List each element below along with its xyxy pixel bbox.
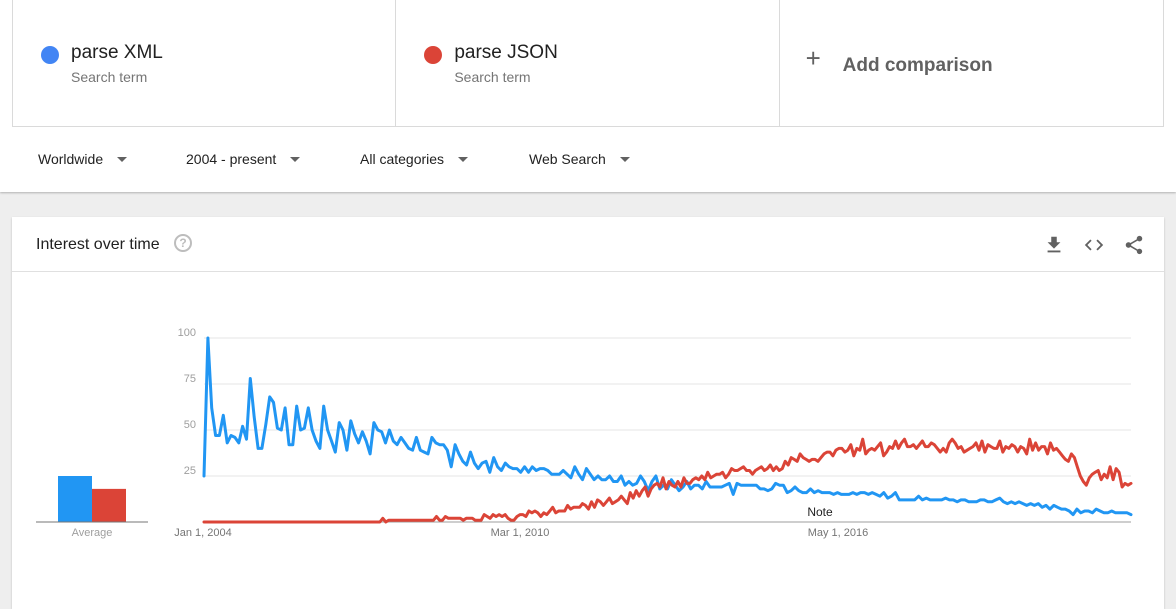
y-tick-label: 25 [184, 465, 196, 477]
y-axis-labels: 25 50 75 100 [178, 327, 196, 477]
search-term-1[interactable]: parse XML Search term [13, 0, 397, 126]
average-bar [92, 488, 126, 522]
x-axis-labels: Jan 1, 2004 Mar 1, 2010 May 1, 2016 [174, 527, 868, 539]
caret-down-icon [458, 156, 469, 162]
y-tick-label: 100 [178, 327, 196, 339]
caret-down-icon [290, 156, 301, 162]
search-term-type: Search term [71, 69, 148, 85]
x-tick-label: May 1, 2016 [808, 527, 869, 539]
filter-bar: Worldwide 2004 - present All categories … [0, 127, 1176, 192]
region-filter-label: Worldwide [38, 151, 104, 167]
region-filter[interactable]: Worldwide [38, 151, 128, 167]
embed-icon[interactable] [1083, 234, 1105, 256]
caret-down-icon [117, 156, 128, 162]
time-range-label: 2004 - present [186, 151, 277, 167]
search-term-2[interactable]: parse JSON Search term [396, 0, 780, 126]
chart-series-lines [202, 336, 1133, 524]
y-tick-label: 50 [184, 419, 196, 431]
interest-over-time-chart: 25 50 75 100 Jan 1, 2004 Mar 1, 2010 May 1, 2… [36, 327, 1133, 539]
search-type-label: Web Search [529, 151, 606, 167]
card-header: Interest over time ? [12, 217, 1164, 272]
add-comparison-button[interactable]: + Add comparison [780, 0, 1163, 126]
interest-over-time-card: Interest over time ? 25 50 75 100 Jan 1, 20… [12, 217, 1164, 609]
y-tick-label: 75 [184, 373, 196, 385]
average-bar [58, 476, 92, 522]
card-title: Interest over time [36, 236, 160, 253]
category-filter[interactable]: All categories [360, 151, 469, 167]
note-label: Note [807, 505, 833, 519]
download-icon[interactable] [1043, 234, 1065, 256]
add-comparison-label[interactable]: Add comparison [842, 55, 993, 76]
plus-icon: + [805, 43, 821, 73]
series-line-parse-json [202, 437, 1133, 524]
caret-down-icon [619, 156, 630, 162]
chart-gridlines [204, 337, 1131, 523]
average-bars: Average [36, 476, 148, 539]
search-term-name[interactable]: parse XML [71, 42, 163, 63]
category-label: All categories [360, 151, 445, 167]
search-term-name[interactable]: parse JSON [454, 42, 558, 63]
share-icon[interactable] [1123, 234, 1145, 256]
time-range-filter[interactable]: 2004 - present [186, 151, 301, 167]
note-marker[interactable]: Note [807, 505, 833, 519]
series-color-dot [41, 46, 59, 64]
x-tick-label: Mar 1, 2010 [491, 527, 550, 539]
comparison-header: parse XML Search term parse JSON Search … [0, 0, 1176, 192]
average-label: Average [72, 527, 113, 539]
search-term-type: Search term [454, 69, 531, 85]
search-type-filter[interactable]: Web Search [529, 151, 630, 167]
help-icon[interactable]: ? [174, 234, 192, 252]
x-tick-label: Jan 1, 2004 [174, 527, 232, 539]
series-color-dot [424, 46, 443, 64]
search-terms-row: parse XML Search term parse JSON Search … [12, 0, 1164, 127]
